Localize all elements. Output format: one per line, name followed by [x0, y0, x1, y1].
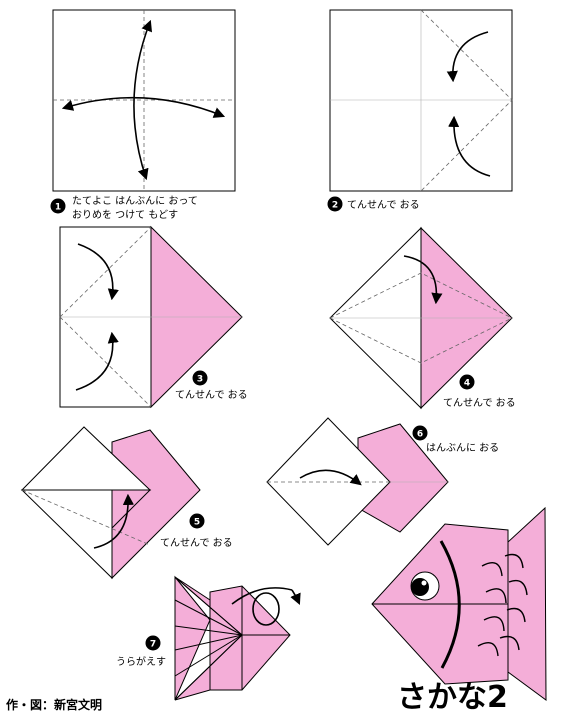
- step-2-caption: 2 てんせんで おる: [327, 196, 420, 212]
- fish-scales-icon: [477, 553, 528, 657]
- diagram-title: さかな2: [397, 680, 508, 715]
- svg-text:はんぶんに おる: はんぶんに おる: [426, 442, 499, 454]
- credit-text: 作・図：新宮文明: [6, 697, 102, 712]
- svg-text:4: 4: [464, 379, 470, 389]
- svg-text:7: 7: [150, 640, 156, 650]
- step-7-caption: 7 うらがえす: [116, 635, 166, 668]
- svg-text:うらがえす: うらがえす: [116, 655, 166, 668]
- step-5-figure: [20, 426, 201, 580]
- fold-arrow-icon: [77, 243, 119, 301]
- svg-text:てんせんで おる: てんせんで おる: [175, 389, 248, 401]
- svg-text:1: 1: [55, 203, 61, 213]
- step-4-caption: 4 てんせんで おる: [443, 374, 516, 409]
- svg-text:2: 2: [332, 201, 338, 211]
- svg-text:3: 3: [197, 375, 203, 385]
- svg-text:てんせんで おる: てんせんで おる: [160, 537, 233, 549]
- turn-over-icon: [231, 587, 301, 626]
- fold-arrow-icon: [446, 31, 489, 83]
- svg-text:6: 6: [417, 430, 423, 440]
- fold-arrow-icon: [403, 255, 443, 305]
- step-4-figure: [329, 226, 513, 410]
- svg-text:てんせんで おる: てんせんで おる: [443, 397, 516, 409]
- finished-fish: [371, 506, 547, 701]
- step-6-figure: [266, 417, 449, 546]
- svg-text:おりめを つけて もどす: おりめを つけて もどす: [72, 209, 178, 221]
- step-6-caption: 6 はんぶんに おる: [412, 425, 499, 454]
- fold-arrow-icon: [93, 493, 134, 549]
- svg-text:5: 5: [194, 518, 200, 528]
- step-5-caption: 5 てんせんで おる: [160, 513, 233, 549]
- step-3-figure: [59, 225, 243, 409]
- svg-text:てんせんで おる: てんせんで おる: [347, 199, 420, 211]
- fish-eye-icon: [410, 571, 440, 601]
- step-1-figure: [52, 9, 236, 192]
- step-7-figure: [174, 575, 301, 701]
- fold-arrow-icon: [448, 115, 491, 177]
- svg-text:たてよこ はんぶんに おって: たてよこ はんぶんに おって: [72, 195, 198, 207]
- step-3-caption: 3 てんせんで おる: [175, 370, 248, 401]
- fold-arrow-icon: [75, 331, 119, 391]
- step-2-figure: [329, 9, 513, 192]
- step-1-caption: 1 たてよこ はんぶんに おって おりめを つけて もどす: [50, 195, 198, 221]
- fold-arrow-icon: [299, 469, 362, 486]
- fold-arrow-icon: [133, 19, 153, 181]
